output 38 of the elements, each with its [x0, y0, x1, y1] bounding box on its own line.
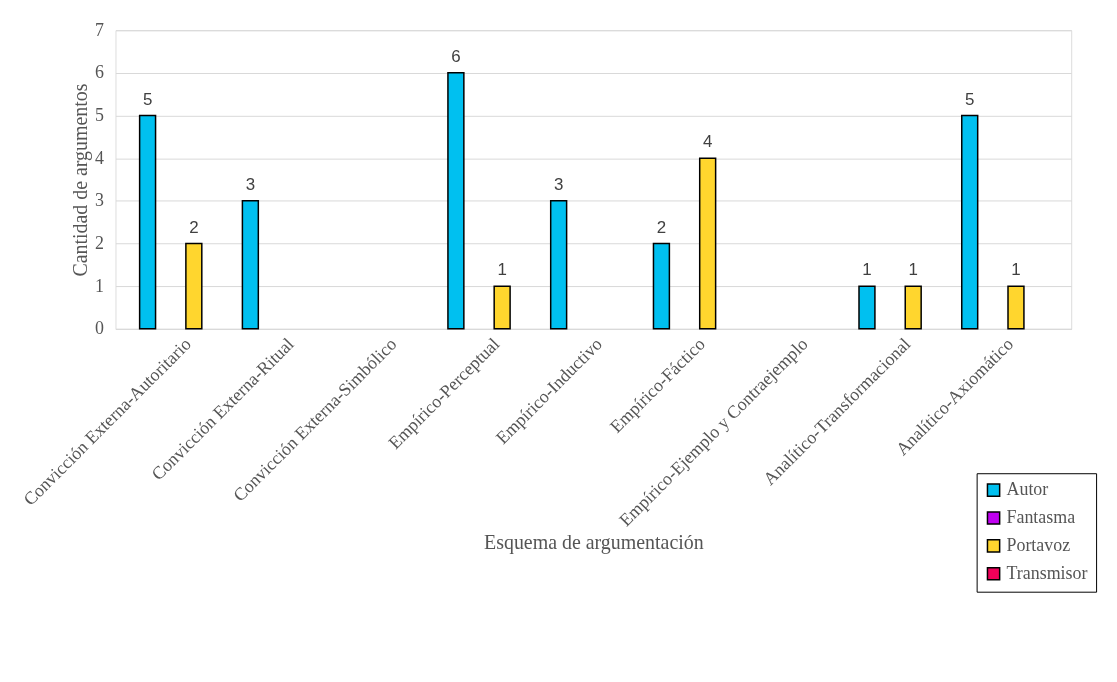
bar: [961, 114, 979, 330]
data-label: 2: [189, 217, 199, 237]
bar: [858, 285, 876, 330]
y-tick-label: 4: [95, 147, 105, 168]
data-label: 2: [656, 217, 667, 237]
y-tick-label: 2: [95, 233, 105, 254]
bar: [549, 200, 568, 330]
legend-label: Fantasma: [1006, 507, 1076, 527]
bar: [241, 200, 260, 330]
data-label: 6: [451, 46, 461, 66]
bar: [493, 285, 511, 330]
bar: [447, 72, 465, 330]
bar: [652, 242, 671, 330]
data-label: 3: [553, 174, 564, 194]
bar: [904, 285, 922, 330]
bar: [1007, 285, 1025, 330]
data-label: 4: [702, 132, 713, 152]
data-label: 1: [1011, 260, 1021, 280]
data-label: 1: [497, 260, 507, 280]
legend-label: Transmisor: [1006, 562, 1088, 583]
data-label: 3: [245, 174, 256, 194]
bar: [138, 114, 157, 330]
y-tick-label: 5: [95, 105, 105, 126]
legend-label: Autor: [1006, 479, 1049, 500]
data-label: 5: [965, 89, 975, 109]
y-tick-label: 7: [95, 19, 105, 40]
data-label: 1: [862, 260, 872, 280]
y-tick-label: 1: [95, 275, 105, 296]
y-axis-title: Cantidad de argumentos: [69, 83, 93, 277]
data-label: 1: [908, 260, 918, 280]
legend-label: Portavoz: [1006, 534, 1071, 555]
y-tick-label: 0: [95, 318, 105, 339]
data-label: 5: [142, 89, 153, 109]
bar: [185, 242, 203, 330]
y-tick-label: 6: [95, 62, 105, 83]
bar: [698, 157, 717, 330]
y-tick-label: 3: [95, 190, 105, 211]
x-axis-title: Esquema de argumentación: [484, 531, 704, 555]
